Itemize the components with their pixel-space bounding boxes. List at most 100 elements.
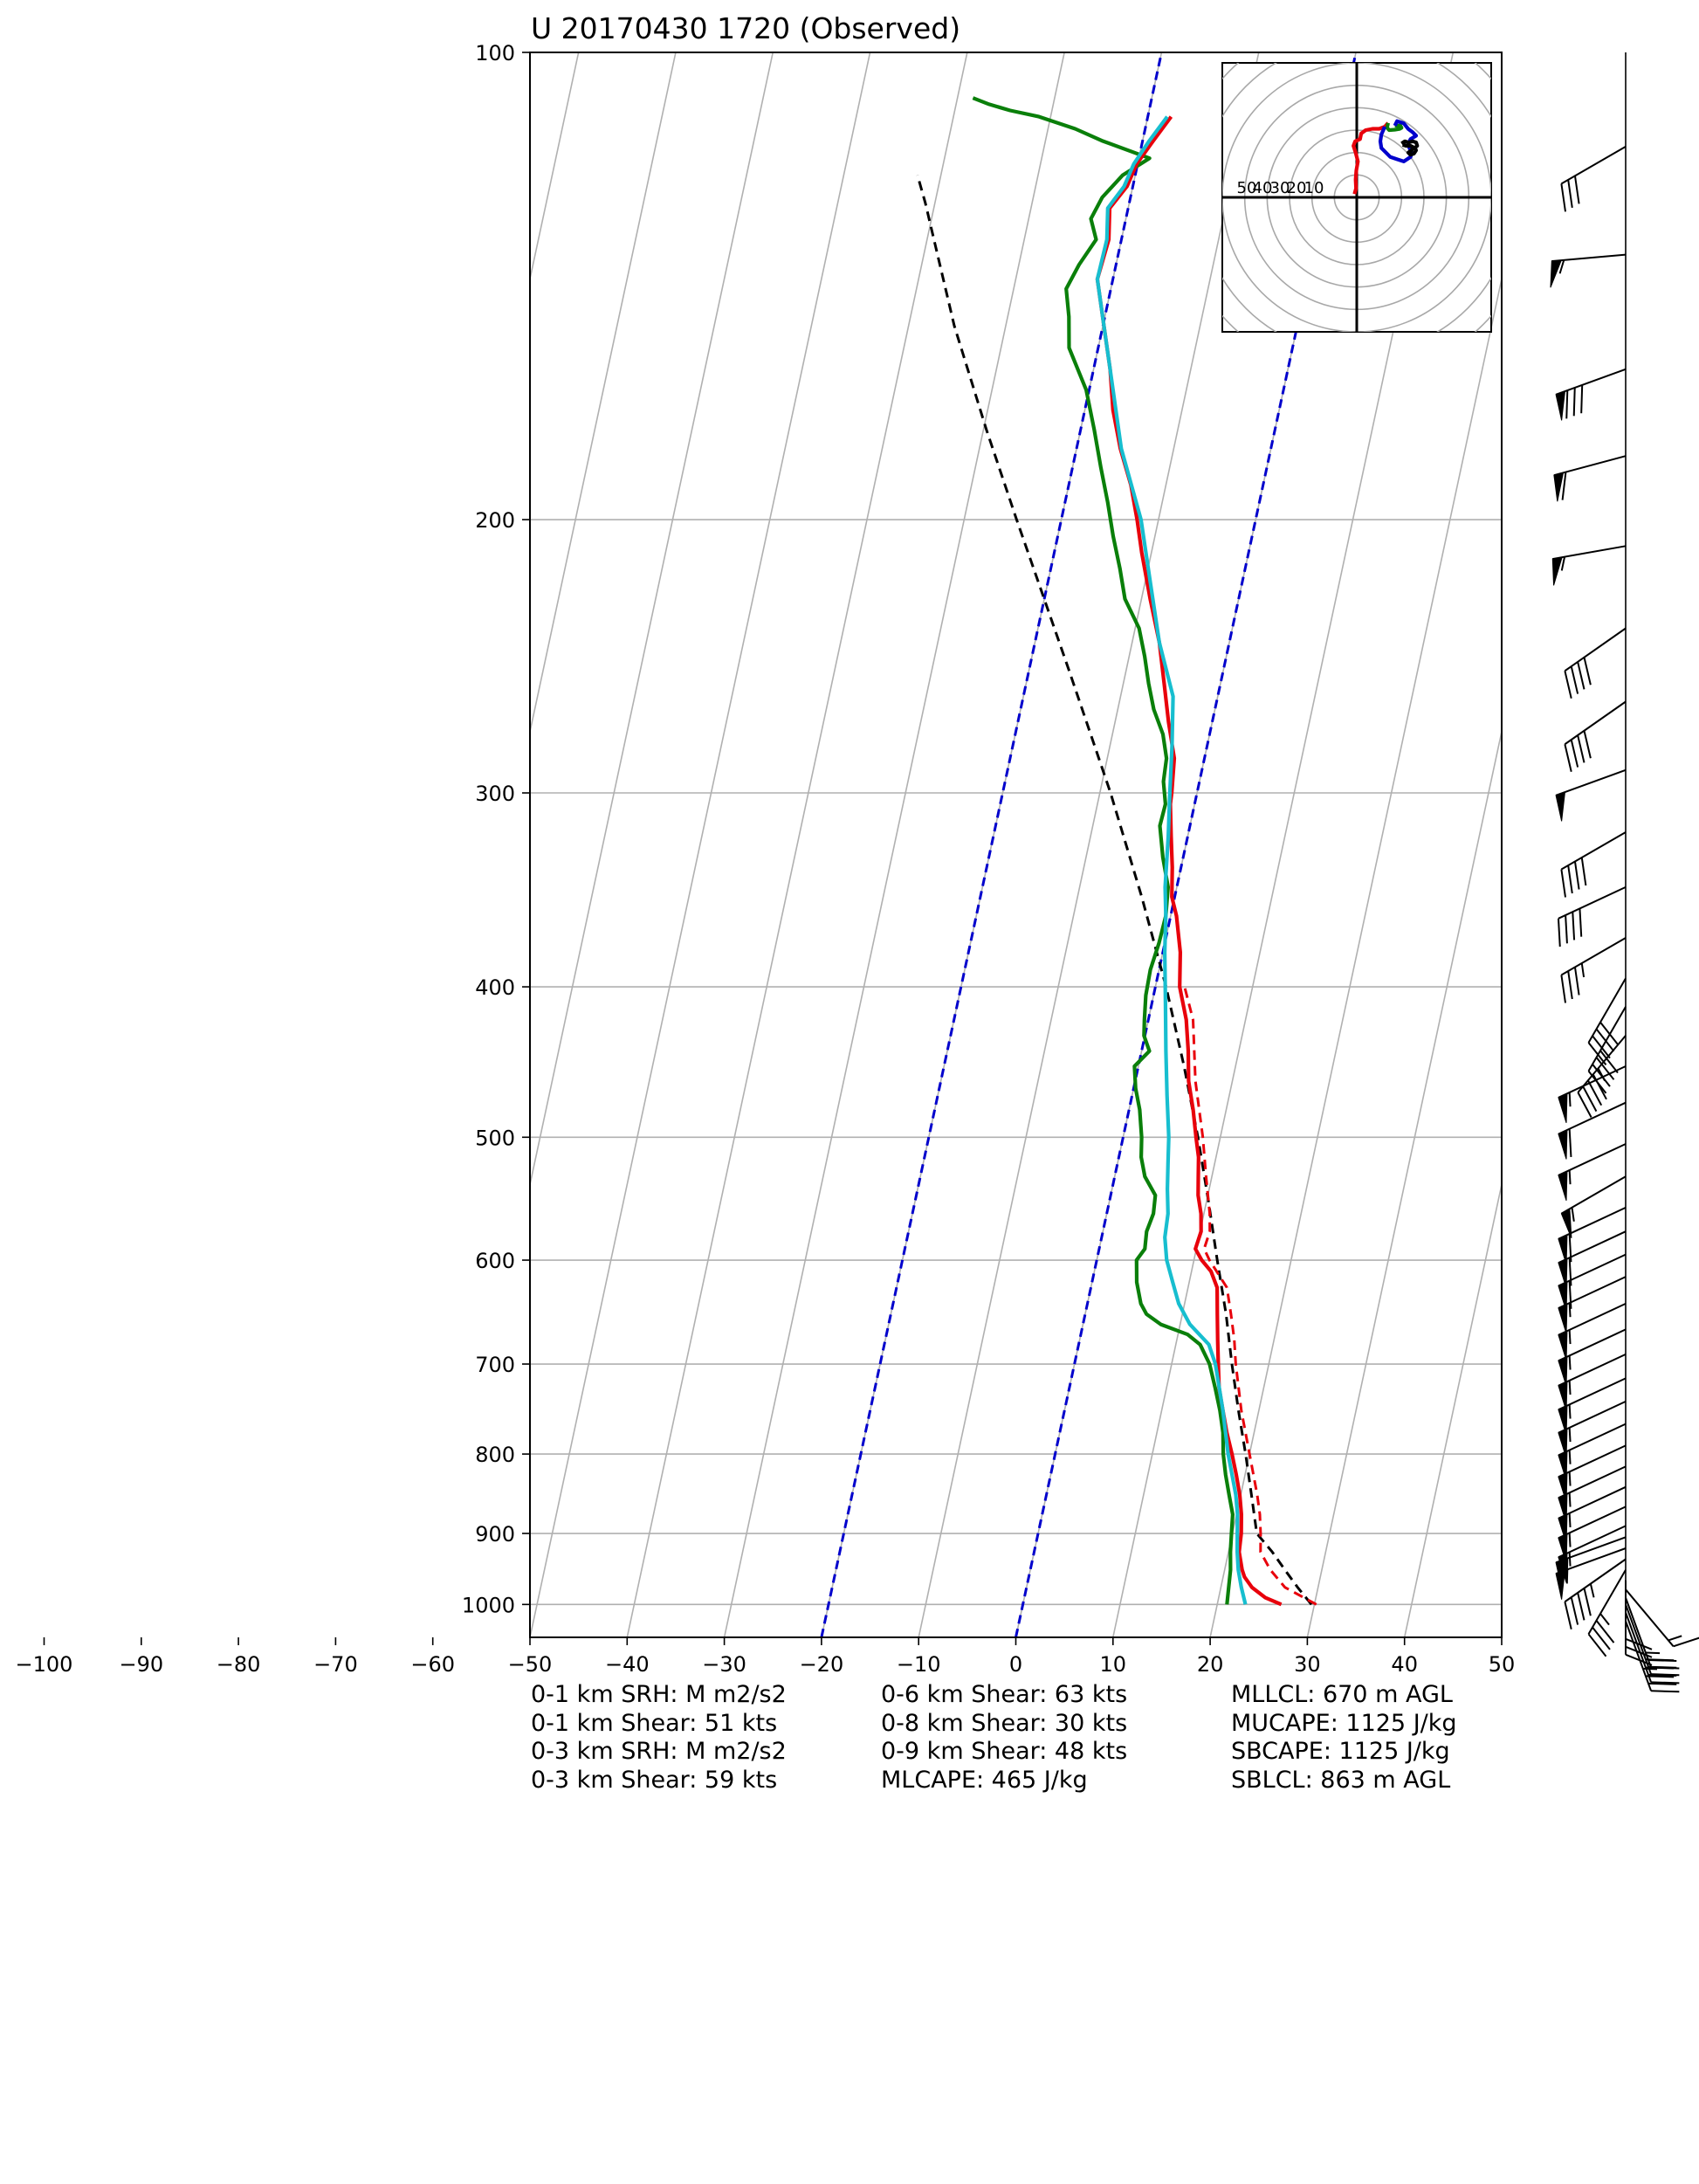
hodograph-ring-label-20: 20 <box>1287 179 1307 197</box>
wind-barb <box>1558 1377 1627 1436</box>
isotherm-40 <box>1403 1181 1502 1637</box>
isotherm-30 <box>1306 728 1502 1637</box>
hodograph-red-segment <box>1352 121 1390 195</box>
wind-barb <box>1560 1175 1627 1238</box>
stat-mllcl: MLLCL: 670 m AGL <box>1231 1681 1453 1708</box>
isotherm--10 <box>918 52 1260 1637</box>
isotherm--50 <box>530 52 871 1637</box>
wind-barb <box>1587 1006 1627 1094</box>
hodograph-ring-label-10: 10 <box>1304 179 1324 197</box>
stat-shear-0-9: 0-9 km Shear: 48 kts <box>881 1738 1128 1765</box>
x-tick-label-3: −70 <box>313 1652 358 1677</box>
y-tick-label-8: 900 <box>475 1522 515 1547</box>
wind-barbs <box>1550 52 1699 1693</box>
y-tick-label-3: 400 <box>475 975 515 1000</box>
stats-column-2: 0-6 km Shear: 63 kts 0-8 km Shear: 30 kt… <box>881 1681 1127 1795</box>
y-axis: 100 200 300 400 500 600 700 800 900 1000 <box>462 41 530 1617</box>
wind-barb <box>1625 1580 1653 1666</box>
x-tick-label-1: −90 <box>119 1652 163 1677</box>
y-tick-label-7: 800 <box>475 1443 515 1467</box>
wind-barb <box>1558 1328 1627 1387</box>
hodograph-ring-label-50: 50 <box>1237 179 1257 197</box>
stat-sblcl: SBLCL: 863 m AGL <box>1231 1766 1451 1794</box>
stats-column-3: MLLCL: 670 m AGL MUCAPE: 1125 J/kg SBCAP… <box>1231 1681 1457 1795</box>
wind-barb <box>1577 1035 1627 1118</box>
isotherm--30 <box>723 52 1065 1637</box>
isotherm-50 <box>1501 1634 1502 1637</box>
wind-barb <box>1555 768 1627 822</box>
wind-barb <box>1558 1065 1627 1123</box>
y-tick-label-6: 700 <box>475 1353 515 1377</box>
wind-barb <box>1625 1588 1699 1648</box>
wind-barb <box>1564 627 1627 699</box>
hodograph-green-segment <box>1385 122 1404 133</box>
stat-mucape: MUCAPE: 1125 J/kg <box>1231 1709 1457 1737</box>
y-tick-label-5: 600 <box>475 1249 515 1273</box>
stat-shear-0-3: 0-3 km Shear: 59 kts <box>531 1766 778 1794</box>
wind-barb <box>1558 1101 1627 1160</box>
wind-barb <box>1550 253 1627 288</box>
highlight-isotherms <box>820 52 1358 1637</box>
wind-barb <box>1625 1612 1680 1685</box>
hodograph-ring-label-40: 40 <box>1253 179 1273 197</box>
x-tick-label-15: 50 <box>1489 1652 1516 1677</box>
isotherm--70 <box>530 52 677 735</box>
y-tick-label-0: 100 <box>475 41 515 65</box>
x-tick-label-2: −80 <box>217 1652 261 1677</box>
hodograph-black-segment <box>1400 139 1420 157</box>
stat-srh-0-1: 0-1 km SRH: M m2/s2 <box>531 1681 787 1708</box>
wind-barb <box>1558 1302 1627 1361</box>
x-tick-label-11: 10 <box>1100 1652 1127 1677</box>
wind-barb <box>1551 545 1627 586</box>
wind-barb <box>1558 1276 1627 1334</box>
wetbulb-line <box>1095 115 1248 1605</box>
isotherm--40 <box>626 52 968 1637</box>
wind-barb <box>1560 831 1627 898</box>
isotherm--100 <box>45 52 385 1637</box>
x-tick-label-9: −10 <box>897 1652 941 1677</box>
stat-shear-0-8: 0-8 km Shear: 30 kts <box>881 1709 1128 1737</box>
wind-barb <box>1560 937 1627 1003</box>
dewpoint-line <box>972 96 1235 1605</box>
x-tick-label-12: 20 <box>1197 1652 1224 1677</box>
temperature-line <box>1095 115 1283 1607</box>
stat-shear-0-6: 0-6 km Shear: 63 kts <box>881 1681 1128 1708</box>
x-tick-label-6: −40 <box>605 1652 650 1677</box>
x-tick-label-7: −30 <box>702 1652 746 1677</box>
x-tick-label-8: −20 <box>800 1652 844 1677</box>
wind-barb <box>1557 885 1627 947</box>
x-tick-label-0: −100 <box>16 1652 73 1677</box>
isotherm_highlight-line-1 <box>1015 52 1358 1637</box>
x-tick-label-10: 0 <box>1009 1652 1022 1677</box>
wind-barb <box>1558 1353 1627 1411</box>
profile-lines <box>916 96 1317 1607</box>
stat-srh-0-3: 0-3 km SRH: M m2/s2 <box>531 1738 787 1765</box>
parcel-line <box>916 175 1313 1606</box>
isotherm--90 <box>141 52 482 1637</box>
y-tick-label-1: 200 <box>475 508 515 533</box>
wind-barb <box>1555 1547 1627 1600</box>
wind-barb <box>1558 1253 1627 1312</box>
wind-barb <box>1564 700 1627 772</box>
stat-mlcape: MLCAPE: 465 J/kg <box>881 1766 1088 1794</box>
isotherm_highlight-line-0 <box>820 52 1163 1637</box>
isotherm--120 <box>0 52 189 1637</box>
wind-barb <box>1560 146 1627 212</box>
x-tick-label-14: 40 <box>1391 1652 1418 1677</box>
isotherm--60 <box>530 52 774 1188</box>
y-tick-label-2: 300 <box>475 782 515 806</box>
stat-shear-0-1: 0-1 km Shear: 51 kts <box>531 1709 778 1737</box>
isotherm--80 <box>530 52 580 283</box>
hodograph-trace <box>1352 119 1420 195</box>
wind-barb <box>1625 1621 1680 1693</box>
wind-barb <box>1558 1143 1627 1201</box>
x-axis: −100 −90 −80 −70 −60 −50 −40 −30 −20 −10 0 10 20 30 40… <box>16 1637 1516 1677</box>
hodograph-ring-label-30: 30 <box>1270 179 1290 197</box>
y-tick-label-4: 500 <box>475 1126 515 1150</box>
wind-barb <box>1564 1558 1627 1629</box>
x-tick-label-4: −60 <box>410 1652 455 1677</box>
isotherm-20 <box>1209 275 1502 1637</box>
x-tick-label-13: 30 <box>1294 1652 1321 1677</box>
